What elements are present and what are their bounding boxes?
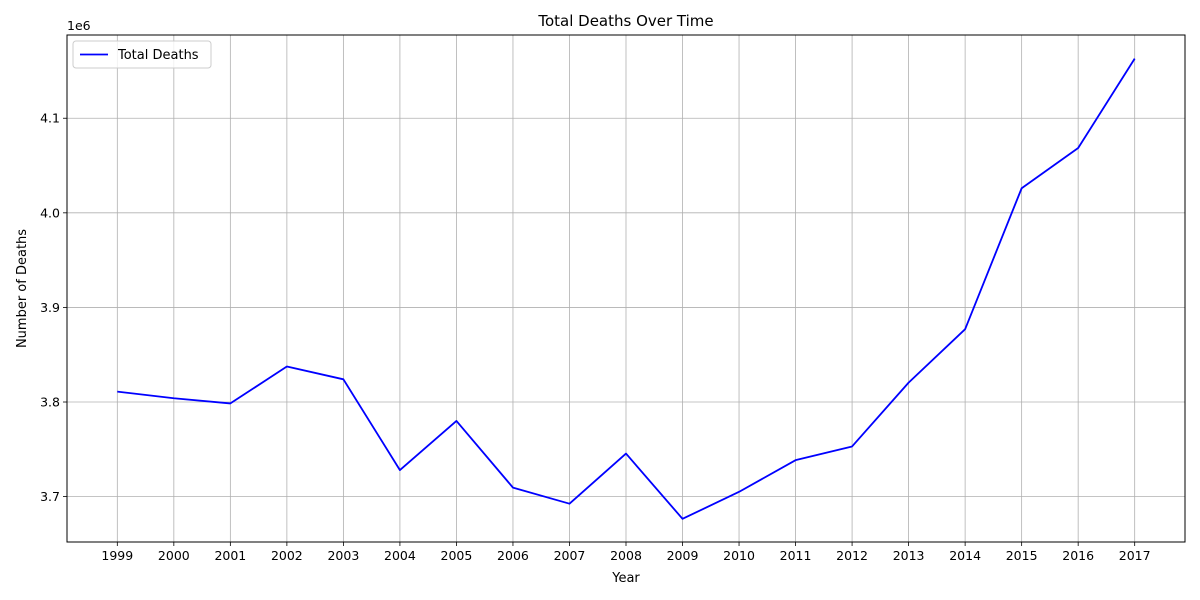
x-tick-label: 2010 xyxy=(723,548,755,563)
legend: Total Deaths xyxy=(72,40,212,69)
x-tick-label: 2000 xyxy=(158,548,190,563)
grid-layer xyxy=(67,35,1185,542)
x-tick-label: 2012 xyxy=(836,548,868,563)
y-tick-label: 3.9 xyxy=(40,300,60,315)
x-tick-label: 2015 xyxy=(1006,548,1038,563)
y-tick-label: 3.7 xyxy=(40,489,60,504)
x-tick-label: 2013 xyxy=(893,548,925,563)
chart-title: Total Deaths Over Time xyxy=(537,12,713,30)
x-axis: 1999 2000 2001 2002 2003 2004 2005 2006 2007 2008… xyxy=(101,542,1151,563)
x-tick-label: 1999 xyxy=(101,548,133,563)
x-tick-label: 2002 xyxy=(271,548,303,563)
series-line xyxy=(117,58,1136,520)
x-tick-label: 2009 xyxy=(667,548,699,563)
x-tick-label: 2001 xyxy=(214,548,246,563)
x-tick-label: 2007 xyxy=(554,548,586,563)
y-tick-label: 3.8 xyxy=(40,395,60,410)
y-axis-offset-label: 1e6 xyxy=(67,18,91,33)
x-tick-label: 2011 xyxy=(780,548,812,563)
x-tick-label: 2005 xyxy=(441,548,473,563)
x-tick-label: 2006 xyxy=(497,548,529,563)
y-tick-label: 4.0 xyxy=(40,205,60,220)
y-axis: 3.7 3.8 3.9 4.0 4.1 xyxy=(40,111,67,504)
y-axis-title: Number of Deaths xyxy=(15,229,30,348)
x-tick-label: 2017 xyxy=(1119,548,1151,563)
series-layer xyxy=(117,58,1136,520)
x-tick-label: 2016 xyxy=(1062,548,1094,563)
legend-label: Total Deaths xyxy=(117,48,199,63)
x-tick-label: 2004 xyxy=(384,548,416,563)
x-tick-label: 2008 xyxy=(610,548,642,563)
x-axis-title: Year xyxy=(611,571,640,586)
x-tick-label: 2003 xyxy=(327,548,359,563)
legend-box xyxy=(72,40,212,69)
x-tick-label: 2014 xyxy=(949,548,981,563)
y-tick-label: 4.1 xyxy=(40,111,60,126)
